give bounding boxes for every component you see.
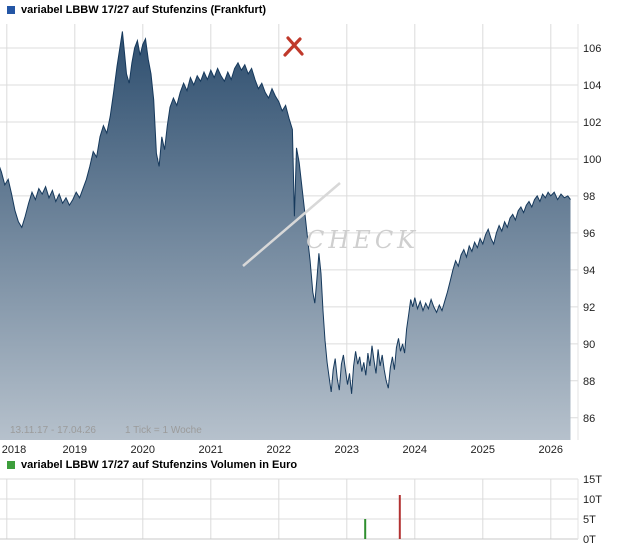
price-y-tick-label: 86 xyxy=(583,413,595,425)
volume-legend-swatch xyxy=(7,461,15,469)
price-x-tick-label: 2026 xyxy=(539,444,563,456)
price-y-tick-label: 106 xyxy=(583,43,601,55)
price-y-tick-label: 102 xyxy=(583,117,601,129)
watermark-slash-icon xyxy=(242,182,341,267)
watermark: CHECK xyxy=(242,36,419,267)
volume-axis-labels: 15T 10T 5T 0T xyxy=(583,475,602,546)
price-x-tick-label: 2018 xyxy=(2,444,26,456)
price-y-tick-label: 98 xyxy=(583,191,595,203)
price-x-tick-label: 2022 xyxy=(267,444,291,456)
volume-y-tick-label: 0T xyxy=(583,534,596,546)
watermark-logo-icon xyxy=(283,36,304,57)
tick-interval-label: 1 Tick = 1 Woche xyxy=(125,425,202,436)
volume-chart-title: variabel LBBW 17/27 auf Stufenzins Volum… xyxy=(21,459,298,471)
price-area-fill xyxy=(0,31,571,440)
price-y-tick-label: 94 xyxy=(583,265,595,277)
price-y-tick-label: 100 xyxy=(583,154,601,166)
price-x-tick-label: 2024 xyxy=(403,444,427,456)
price-chart-header: variabel LBBW 17/27 auf Stufenzins (Fran… xyxy=(7,4,266,16)
volume-y-tick-label: 10T xyxy=(583,494,602,506)
price-line xyxy=(0,31,571,394)
price-x-tick-label: 2025 xyxy=(471,444,495,456)
price-axis-labels: 86 88 90 92 94 96 98 100 102 104 106 2018 2019 2020 20… xyxy=(2,43,602,456)
watermark-text: CHECK xyxy=(306,226,419,254)
volume-bar xyxy=(398,495,401,539)
volume-y-tick-label: 15T xyxy=(583,475,602,486)
price-chart: CHECK 86 88 90 92 94 96 98 100 102 104 106 2018 2019… xyxy=(0,24,602,456)
price-chart-title: variabel LBBW 17/27 auf Stufenzins (Fran… xyxy=(21,4,267,16)
price-y-tick-label: 104 xyxy=(583,80,601,92)
volume-bar xyxy=(364,519,367,539)
price-x-tick-label: 2020 xyxy=(131,444,155,456)
volume-y-tick-label: 5T xyxy=(583,514,596,526)
price-x-tick-label: 2023 xyxy=(335,444,359,456)
volume-gridlines xyxy=(0,478,579,540)
price-x-tick-label: 2019 xyxy=(63,444,87,456)
date-range-label: 13.11.17 - 17.04.26 xyxy=(10,425,96,436)
price-x-tick-label: 2021 xyxy=(199,444,223,456)
price-legend-swatch xyxy=(7,6,15,14)
price-y-tick-label: 96 xyxy=(583,228,595,240)
price-series xyxy=(0,31,571,440)
price-y-tick-label: 90 xyxy=(583,339,595,351)
volume-chart: 15T 10T 5T 0T xyxy=(0,475,602,546)
volume-bars xyxy=(364,495,401,539)
volume-chart-header: variabel LBBW 17/27 auf Stufenzins Volum… xyxy=(7,459,297,471)
price-y-tick-label: 92 xyxy=(583,302,595,314)
price-y-tick-label: 88 xyxy=(583,376,595,388)
